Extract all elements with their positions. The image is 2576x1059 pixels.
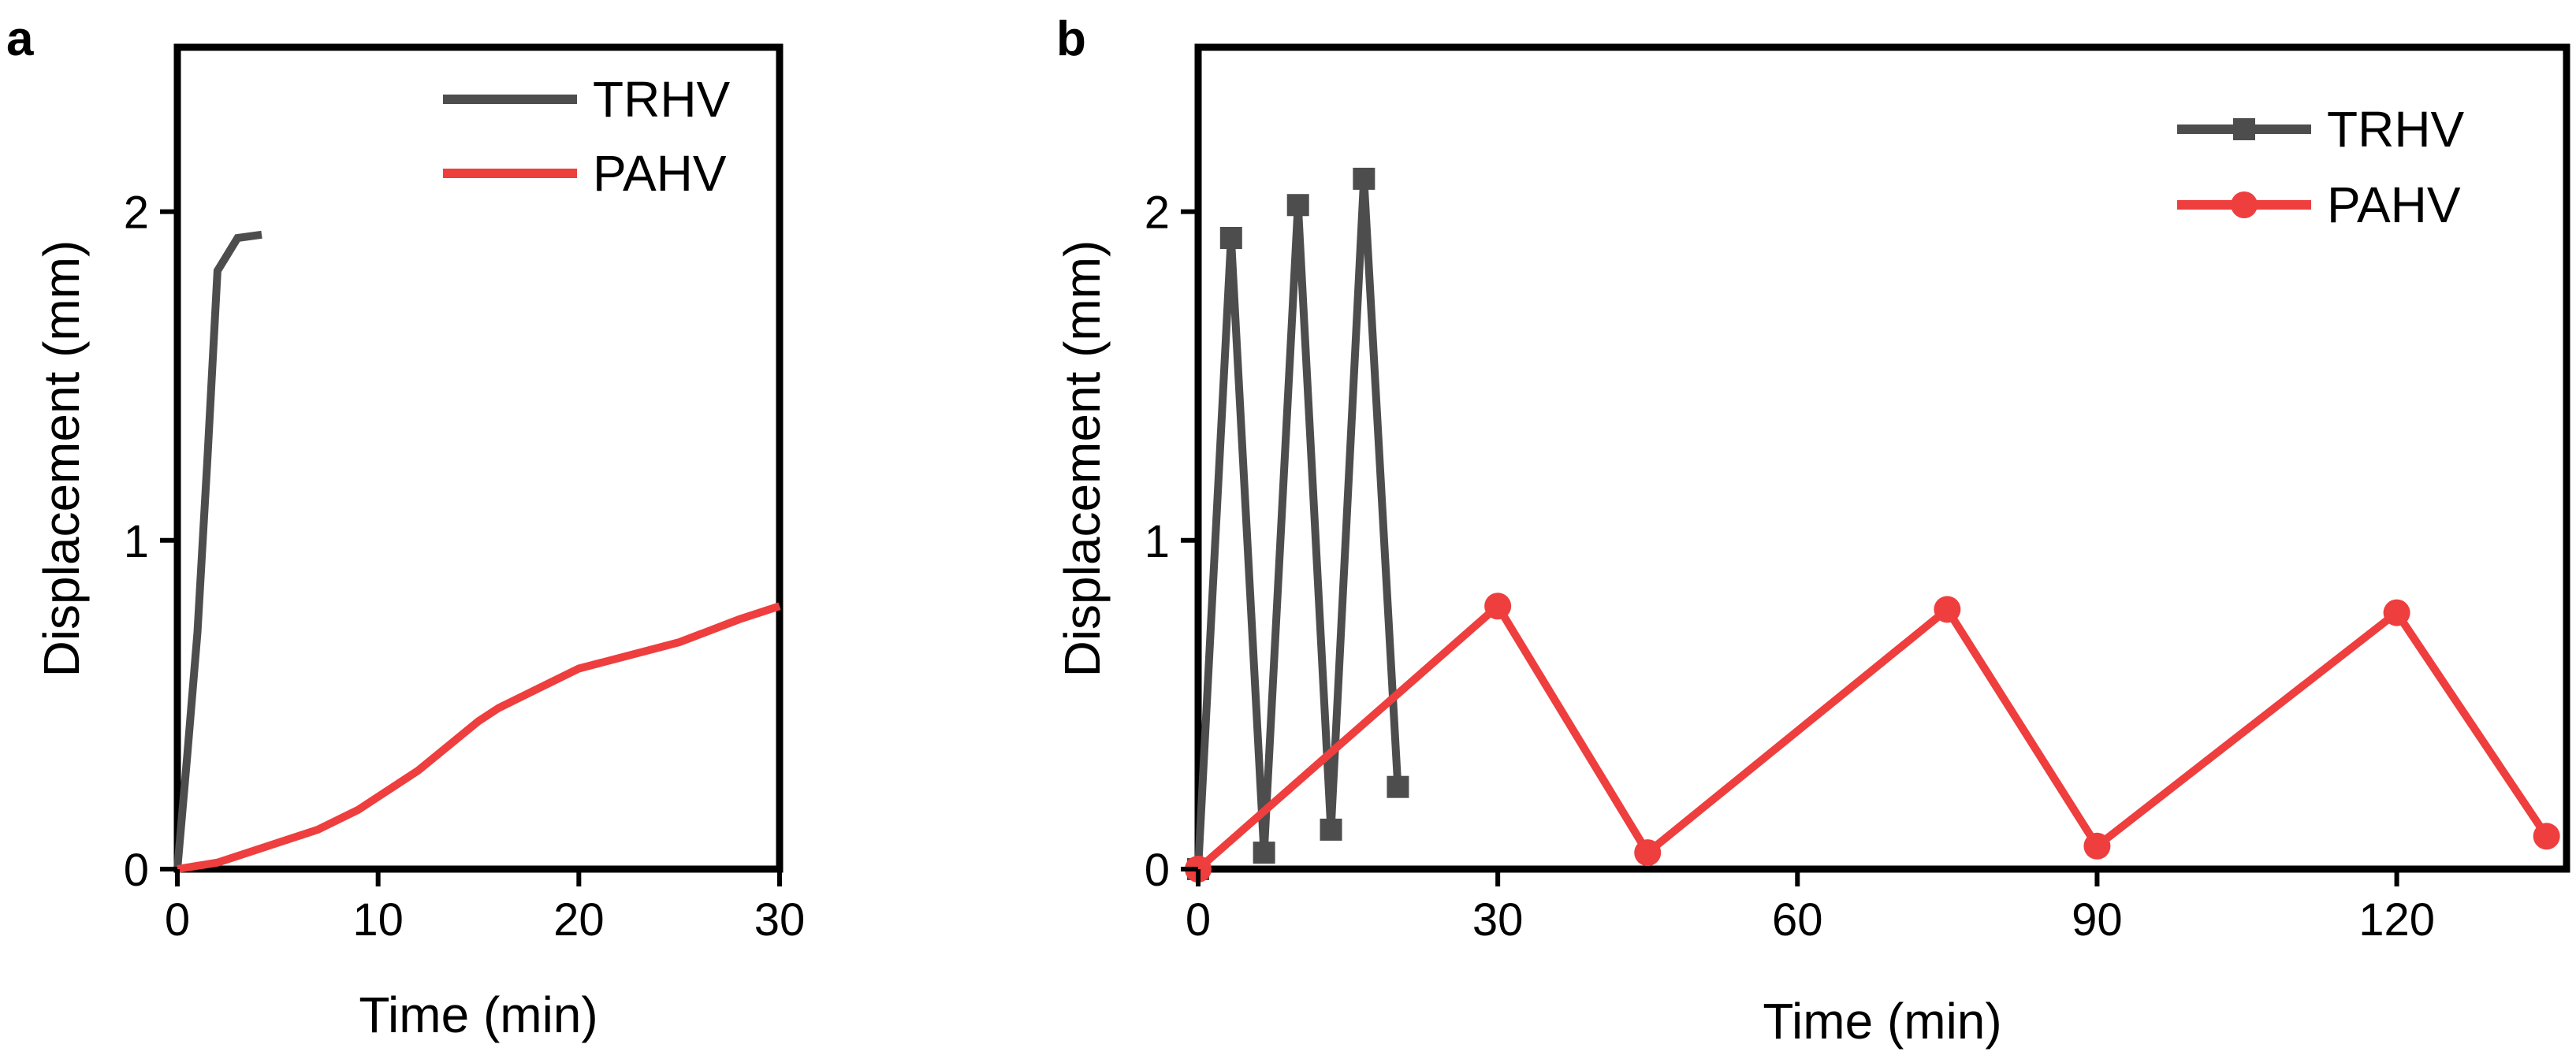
panel-b-tick-layer: 0 30 60 90 120 0 1 2 (1145, 188, 2435, 946)
panel-a-plot-frame (173, 43, 784, 873)
panel-a-pahv-line (177, 602, 781, 873)
panel-b-legend: TRHV PAHV (2177, 101, 2465, 233)
panel-b-y-axis-title: Displacement (mm) (1054, 240, 1111, 678)
panel-b-x-axis-title: Time (min) (1763, 993, 2001, 1050)
panel-b-legend-trhv-marker (2233, 118, 2255, 140)
panel-a-x-tick-label: 20 (553, 894, 605, 946)
panel-b-plot-frame (1194, 43, 2570, 873)
panel-b-pahv-point (1934, 596, 1961, 623)
panel-b-x-tick-label: 120 (2358, 894, 2435, 946)
panel-b-trhv-point (1353, 167, 1375, 190)
panel-a-x-tick-label: 30 (754, 894, 806, 946)
panel-a-label: a (6, 12, 34, 66)
panel-b-x-tick-label: 0 (1186, 894, 1211, 946)
panel-b-y-tick-label: 1 (1145, 516, 1170, 567)
panel-b-series-layer (1185, 167, 2560, 882)
panel-a-x-axis-title: Time (min) (359, 987, 597, 1043)
panel-b-pahv-line (1195, 600, 2550, 872)
panel-a-legend: TRHV PAHV (443, 71, 731, 202)
panel-a-tick-layer: 0 10 20 30 0 1 2 (124, 188, 806, 946)
panel-a-legend-trhv-label: TRHV (593, 71, 731, 128)
panel-b-x-tick-label: 90 (2072, 894, 2123, 946)
panel-b-x-tick-label: 60 (1772, 894, 1823, 946)
panel-b-legend-trhv-label: TRHV (2327, 101, 2465, 158)
panel-a-chart: a 0 10 20 30 0 1 2 Time (min) Displacement (mm… (6, 12, 805, 1043)
panel-a-y-axis-title: Displacement (mm) (33, 240, 90, 678)
panel-b-legend-pahv-marker (2231, 191, 2258, 218)
panel-b-y-tick-label: 2 (1145, 188, 1170, 239)
panel-b-pahv-point (1484, 593, 1512, 620)
panel-b-pahv-point (2533, 823, 2560, 850)
panel-b-trhv-point (1286, 194, 1309, 217)
panel-b-trhv-point (1320, 818, 1342, 841)
panel-a-legend-pahv-label: PAHV (593, 145, 727, 202)
panel-a-y-tick-label: 0 (124, 845, 149, 896)
panel-a-trhv-line (173, 230, 262, 870)
panel-a-y-tick-label: 2 (124, 188, 149, 239)
panel-b-legend-pahv-label: PAHV (2327, 176, 2461, 233)
panel-b-x-tick-label: 30 (1472, 894, 1524, 946)
panel-b-y-tick-label: 0 (1145, 845, 1170, 896)
panel-b-label: b (1056, 12, 1086, 66)
panel-a-y-tick-label: 1 (124, 516, 149, 567)
panel-b-pahv-point (2383, 599, 2410, 626)
panel-b-trhv-line (1194, 178, 1402, 870)
panel-b-pahv-point (1634, 839, 1662, 867)
panel-a-x-tick-label: 0 (165, 894, 190, 946)
panel-b-pahv-point (2083, 832, 2111, 860)
panel-b-trhv-point (1253, 842, 1275, 864)
panel-b-trhv-point (1387, 775, 1409, 798)
panel-b-trhv-point (1219, 226, 1242, 249)
panel-a-series-layer (173, 230, 781, 873)
panel-b-chart: b 0 30 60 90 120 0 1 2 Time (min) Displacement … (1054, 12, 2570, 1050)
panel-a-x-tick-label: 10 (352, 894, 404, 946)
